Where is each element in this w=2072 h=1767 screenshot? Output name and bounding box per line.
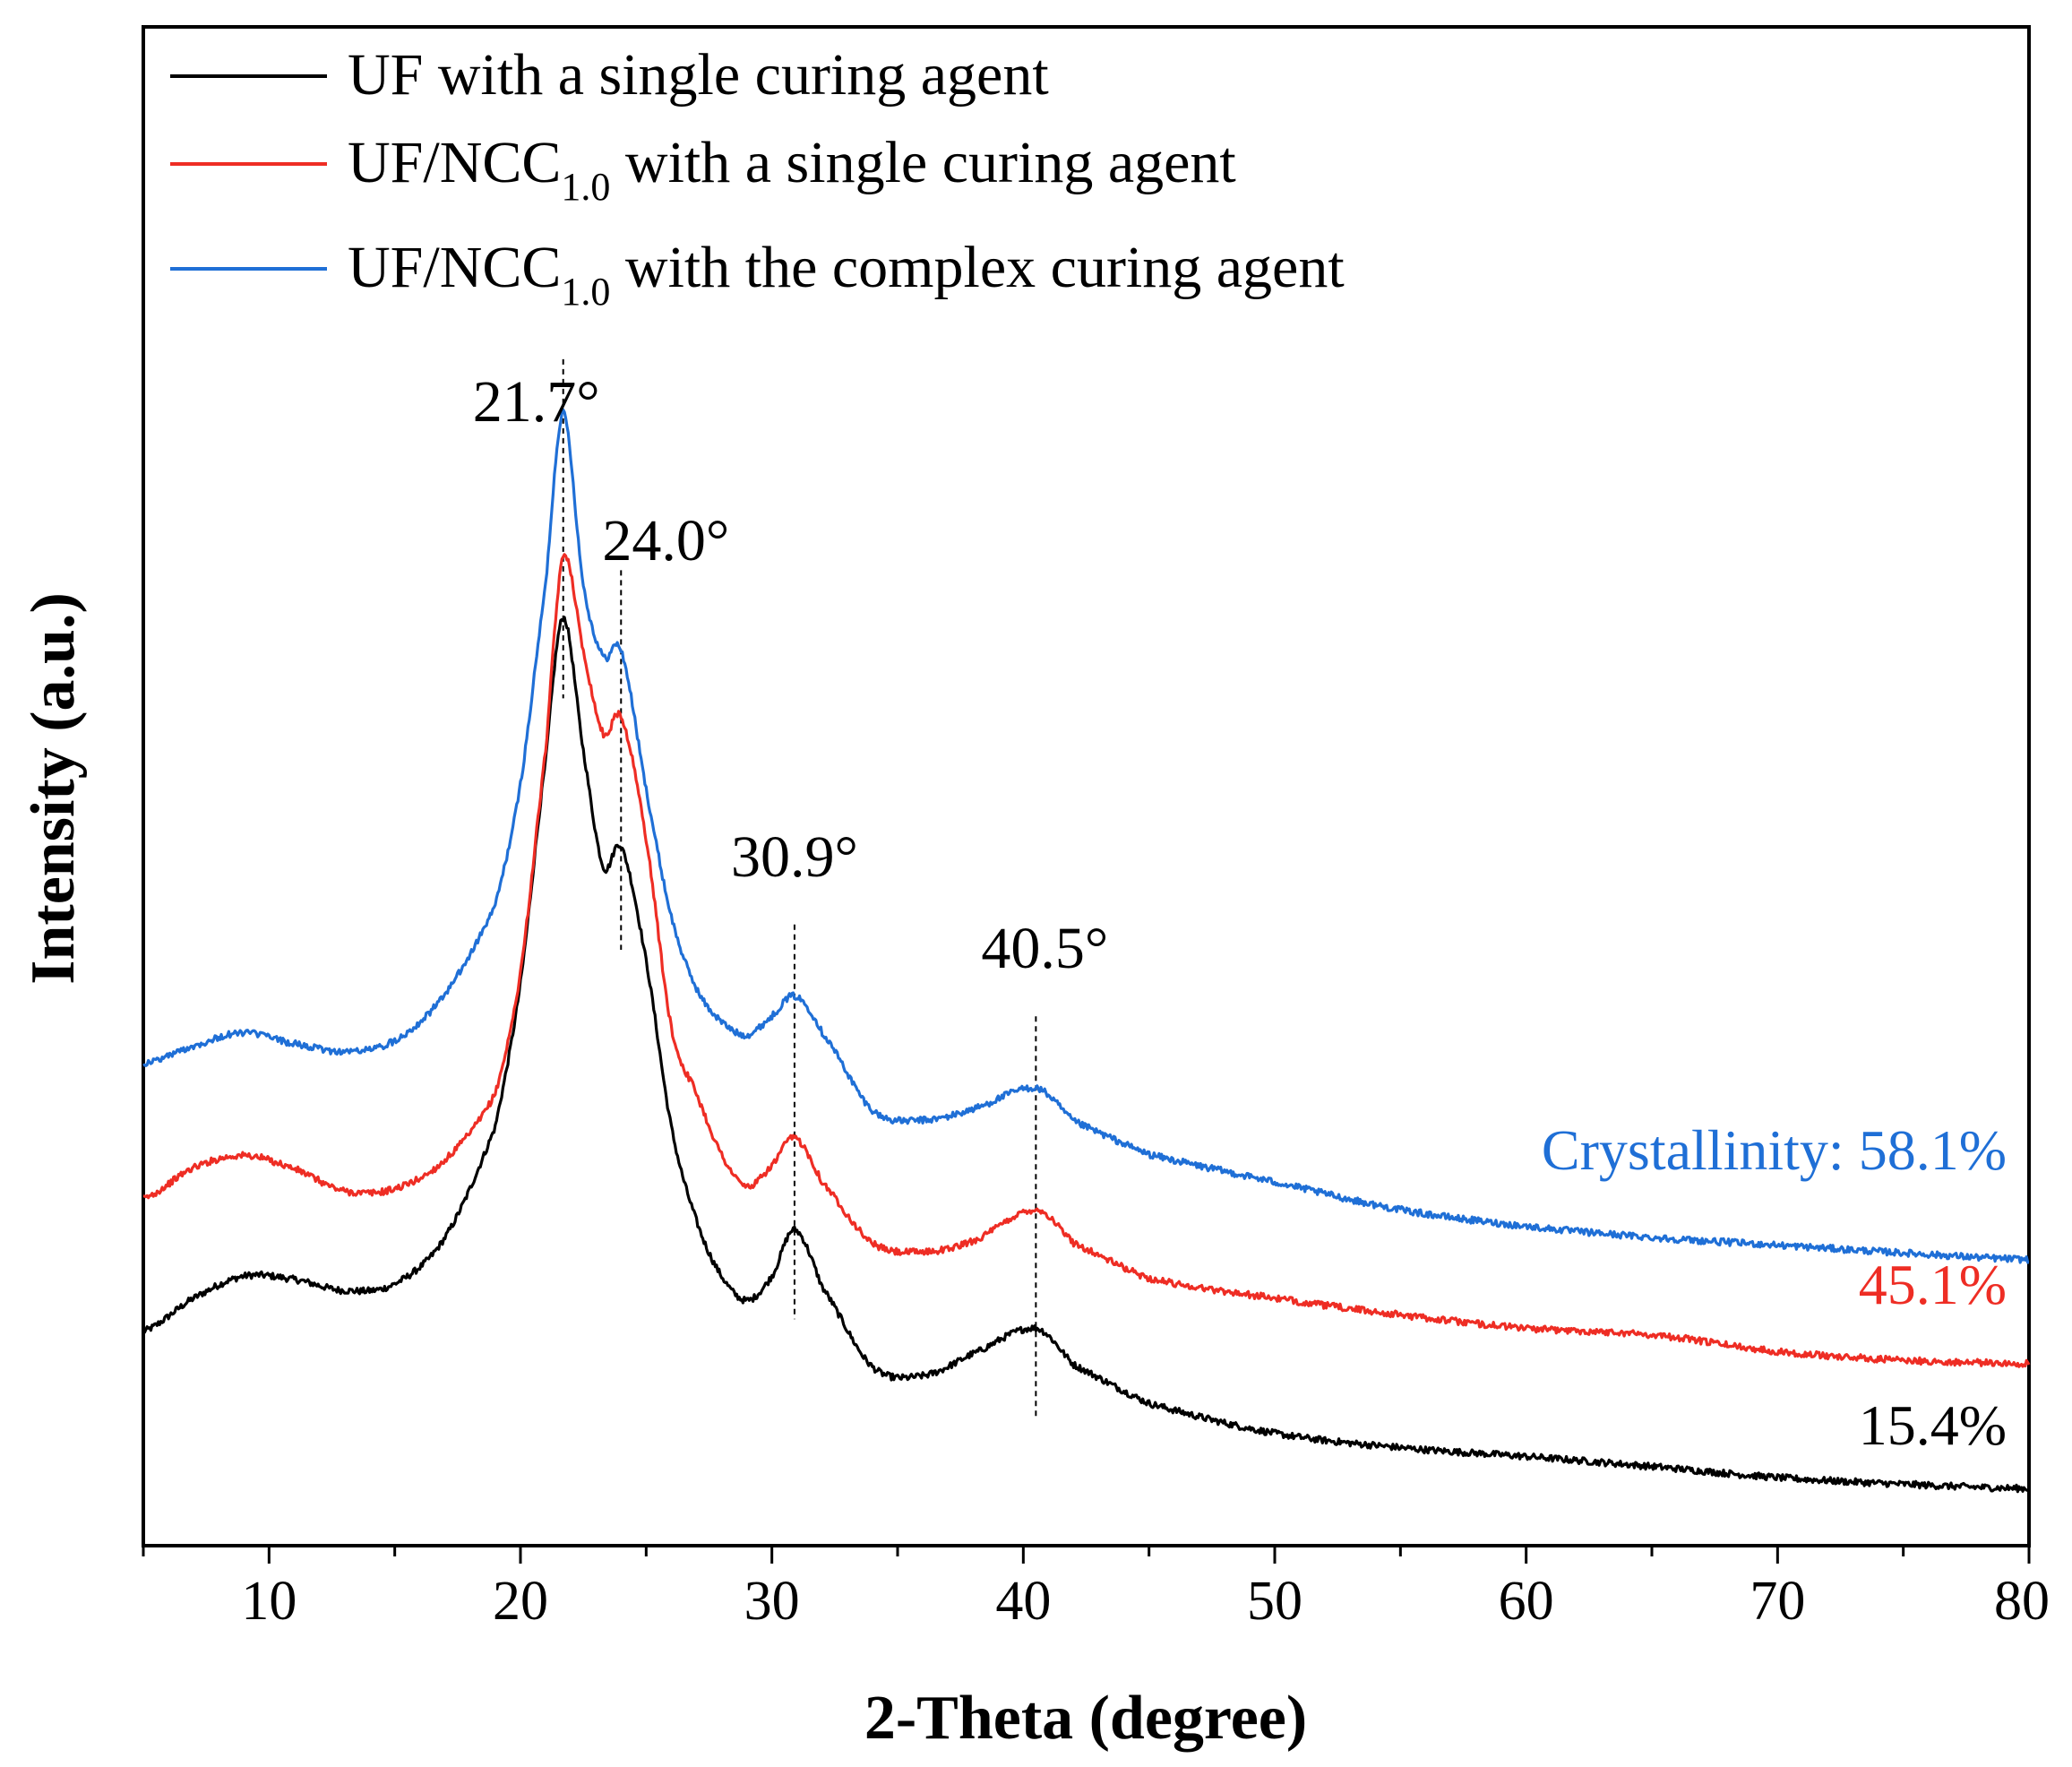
x-axis-ticks [142, 1546, 2031, 1564]
crystallinity-label-1: 15.4% [1859, 1393, 2007, 1457]
x-tick-label-60: 60 [1499, 1571, 1554, 1632]
x-tick-label-80: 80 [1994, 1571, 2050, 1632]
peak-label-4: 40.5° [981, 916, 1108, 981]
series-group [142, 408, 2031, 1494]
plot-frame [142, 25, 2031, 1547]
legend-label-1: UF with a single curing agent [348, 42, 1049, 108]
series-line-1 [142, 616, 2030, 1494]
legend-label-3: UF/NCC1.0 with the complex curing agent [348, 235, 1345, 314]
x-tick-label-30: 30 [744, 1571, 800, 1632]
crystallinity-label-3: Crystallinity: 58.1% [1542, 1118, 2007, 1182]
x-axis-title: 2-Theta (degree) [864, 1684, 1307, 1753]
x-tick-label-70: 70 [1750, 1571, 1805, 1632]
peak-labels: 21.7° 24.0° 30.9° 40.5° [473, 369, 1109, 981]
x-tick-label-40: 40 [995, 1571, 1051, 1632]
legend-label-2: UF/NCC1.0 with a single curing agent [348, 130, 1236, 209]
series-line-3 [142, 408, 2030, 1264]
crystallinity-labels: 15.4% 45.1% Crystallinity: 58.1% [1542, 1118, 2007, 1457]
peak-label-2: 24.0° [602, 508, 729, 573]
legend: UF with a single curing agent UF/NCC1.0 w… [170, 42, 1345, 314]
series-line-2 [142, 553, 2031, 1368]
crystallinity-label-2: 45.1% [1859, 1253, 2007, 1316]
y-axis-title: Intensity (a.u.) [19, 592, 88, 985]
peak-label-1: 21.7° [473, 369, 600, 435]
x-tick-label-20: 20 [493, 1571, 548, 1632]
peak-label-3: 30.9° [731, 824, 858, 890]
peak-guides [562, 358, 1037, 1418]
x-tick-label-10: 10 [241, 1571, 297, 1632]
x-axis-tick-labels: 10 20 30 40 50 60 70 80 [241, 1571, 2050, 1632]
x-tick-label-50: 50 [1247, 1571, 1303, 1632]
